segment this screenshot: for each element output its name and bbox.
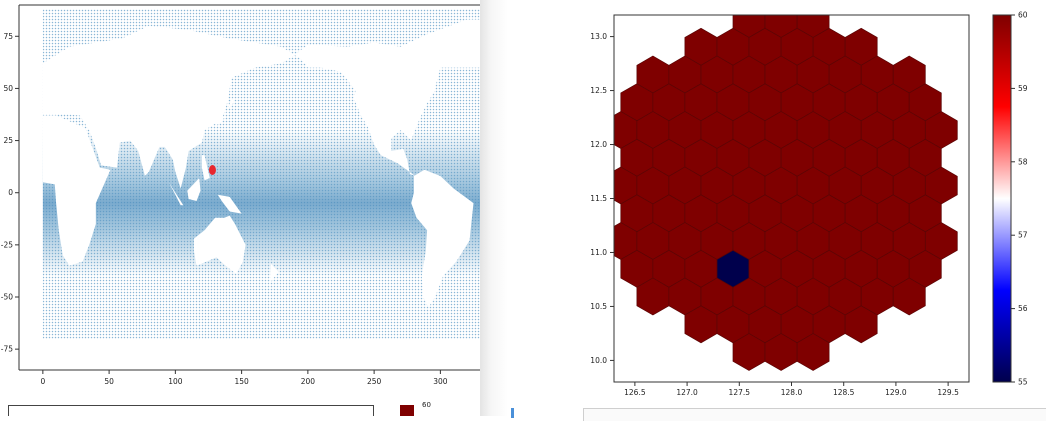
africa-landmass bbox=[42, 115, 111, 266]
x-tick-label: 126.5 bbox=[624, 388, 646, 397]
colorbar-tick-label: 60 bbox=[1018, 11, 1028, 20]
notebook-cell-indicator bbox=[511, 408, 514, 418]
y-tick-label: 10.5 bbox=[590, 302, 607, 311]
sumatra-landmass bbox=[168, 182, 184, 206]
hex-cell bbox=[844, 305, 878, 344]
x-tick-label: 200 bbox=[301, 377, 316, 386]
australia-landmass bbox=[193, 215, 246, 275]
south-america-landmass bbox=[411, 169, 474, 308]
antarctica-landmass bbox=[42, 338, 480, 370]
new-zealand-landmass bbox=[265, 263, 279, 289]
arabia-notch bbox=[90, 130, 120, 166]
y-tick-label: -50 bbox=[1, 293, 13, 302]
x-tick-label: 127.0 bbox=[676, 388, 698, 397]
highlight-point bbox=[208, 164, 216, 175]
notebook-cell[interactable] bbox=[583, 408, 1046, 421]
hex-cell bbox=[796, 333, 830, 371]
colorbar-tick-label: 55 bbox=[1018, 378, 1028, 387]
y-tick-label: 11.5 bbox=[590, 194, 607, 203]
colorbar-tick-label: 59 bbox=[1018, 84, 1028, 93]
panel-divider bbox=[480, 0, 508, 416]
mini-colorbar-swatch bbox=[400, 405, 414, 416]
x-tick-label: 127.5 bbox=[729, 388, 751, 397]
mini-colorbar-label: 60 bbox=[422, 401, 431, 409]
x-tick-label: 250 bbox=[367, 377, 382, 386]
x-tick-label: 128.5 bbox=[833, 388, 855, 397]
colorbar-tick-label: 56 bbox=[1018, 304, 1028, 313]
y-tick-label: 50 bbox=[3, 84, 13, 93]
y-tick-label: 12.5 bbox=[590, 86, 607, 95]
y-tick-label: -25 bbox=[1, 240, 13, 249]
x-tick-label: 128.0 bbox=[781, 388, 803, 397]
colorbar bbox=[992, 14, 1012, 383]
x-tick-label: 129.5 bbox=[937, 388, 959, 397]
borneo-landmass bbox=[187, 178, 201, 202]
new-guinea-landmass bbox=[217, 194, 242, 214]
x-tick-label: 129.0 bbox=[885, 388, 907, 397]
philippines-landmass bbox=[201, 155, 210, 181]
colorbar-tick-label: 58 bbox=[1018, 157, 1028, 166]
legend-box bbox=[8, 405, 374, 416]
y-tick-label: 75 bbox=[3, 32, 13, 41]
world-map-panel: 0 50 100 150 200 250 300 75 50 25 0 -25 -50 -75 60 bbox=[0, 0, 480, 416]
x-tick-label: 50 bbox=[104, 377, 114, 386]
y-tick-label: -75 bbox=[1, 345, 13, 354]
y-tick-label: 0 bbox=[8, 188, 13, 197]
y-tick-label: 10.0 bbox=[590, 356, 607, 365]
north-america-landmass bbox=[294, 19, 480, 177]
hexbin-panel: 126.5 127.0 127.5 128.0 128.5 129.0 129.5 13.0 1… bbox=[508, 0, 1046, 416]
colorbar-tick-label: 57 bbox=[1018, 231, 1028, 240]
y-tick-label: 13.0 bbox=[590, 32, 607, 41]
y-tick-label: 25 bbox=[3, 136, 13, 145]
hexbin-plot: 126.5 127.0 127.5 128.0 128.5 129.0 129.5 13.0 1… bbox=[590, 11, 1028, 398]
x-tick-label: 100 bbox=[168, 377, 183, 386]
x-tick-label: 0 bbox=[40, 377, 45, 386]
x-tick-label: 150 bbox=[234, 377, 249, 386]
japan-landmass bbox=[215, 98, 235, 126]
hex-cell bbox=[892, 277, 926, 316]
y-tick-label: 12.0 bbox=[590, 140, 607, 149]
x-tick-label: 300 bbox=[433, 377, 448, 386]
y-tick-label: 11.0 bbox=[590, 248, 607, 257]
